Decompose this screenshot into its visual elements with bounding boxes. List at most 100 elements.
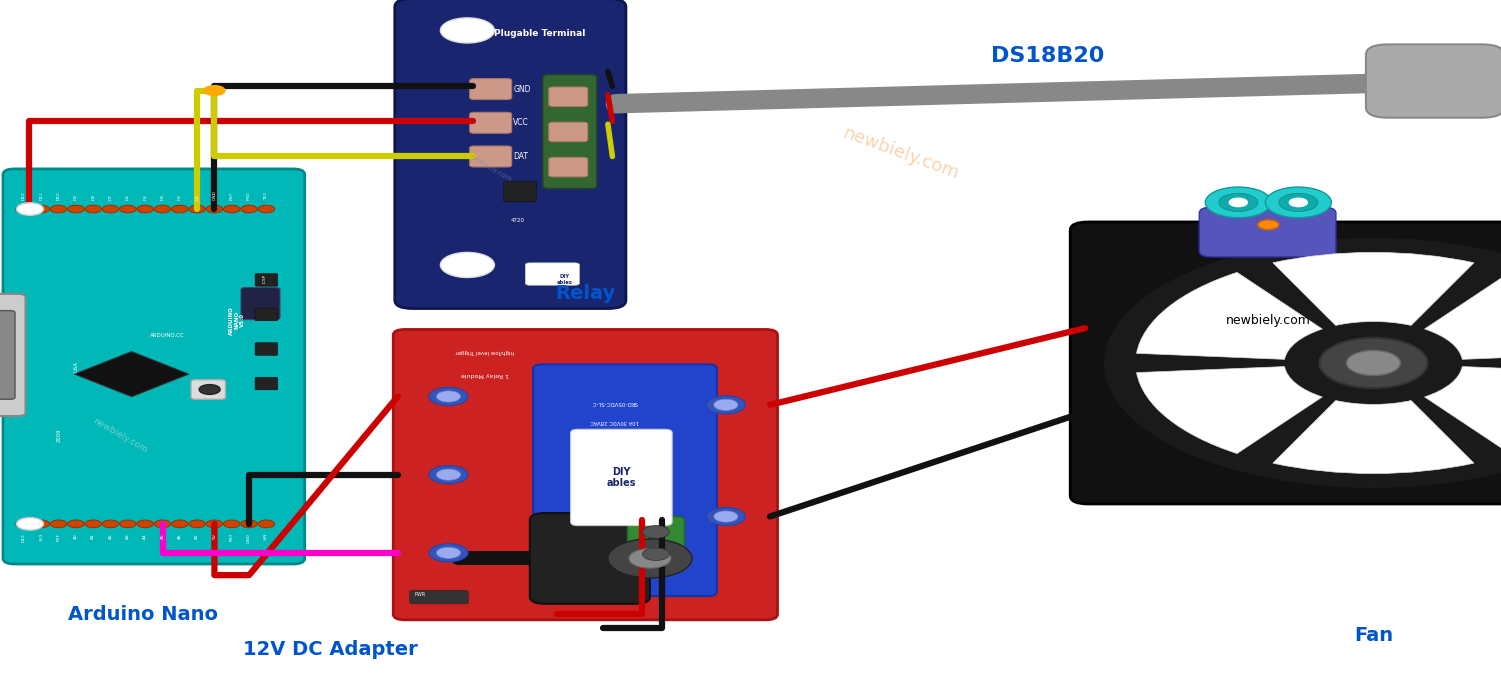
Circle shape: [437, 469, 461, 480]
FancyBboxPatch shape: [470, 146, 512, 167]
Circle shape: [137, 520, 153, 528]
FancyBboxPatch shape: [570, 429, 672, 526]
Circle shape: [33, 205, 50, 213]
Text: VIN: VIN: [264, 533, 269, 540]
Text: newbiely.com: newbiely.com: [468, 154, 513, 183]
Circle shape: [240, 520, 257, 528]
Circle shape: [68, 520, 84, 528]
Text: 1 Relay Module: 1 Relay Module: [461, 371, 509, 377]
Text: newbiely.com: newbiely.com: [1226, 314, 1310, 327]
Circle shape: [17, 202, 44, 216]
Circle shape: [224, 205, 240, 213]
Text: D9: D9: [74, 194, 78, 200]
Text: Fan: Fan: [1354, 625, 1393, 645]
Text: newbiely.com: newbiely.com: [841, 124, 961, 183]
Circle shape: [437, 547, 461, 558]
Circle shape: [707, 507, 746, 526]
Circle shape: [120, 205, 137, 213]
Text: A3: A3: [126, 533, 131, 539]
Text: RX0: RX0: [248, 191, 251, 200]
Text: D11: D11: [39, 191, 44, 200]
Text: USA: USA: [74, 361, 78, 372]
FancyBboxPatch shape: [0, 294, 26, 416]
Text: 12V DC Adapter: 12V DC Adapter: [243, 639, 417, 659]
Circle shape: [137, 205, 153, 213]
Circle shape: [707, 396, 746, 414]
Text: 4720: 4720: [512, 218, 525, 223]
Circle shape: [440, 253, 494, 278]
Text: Plugable Terminal: Plugable Terminal: [494, 29, 585, 38]
Text: PWR: PWR: [414, 592, 425, 597]
Circle shape: [17, 205, 33, 213]
Text: D3: D3: [177, 194, 182, 200]
Text: D12: D12: [23, 191, 26, 200]
Text: D10: D10: [57, 191, 60, 200]
FancyBboxPatch shape: [470, 79, 512, 100]
Text: Arduino Nano: Arduino Nano: [68, 604, 218, 624]
FancyBboxPatch shape: [1366, 45, 1501, 118]
Circle shape: [17, 518, 44, 530]
Text: A6: A6: [177, 533, 182, 539]
FancyBboxPatch shape: [0, 311, 15, 399]
Circle shape: [206, 205, 222, 213]
Circle shape: [171, 205, 188, 213]
Circle shape: [51, 520, 68, 528]
Text: 5V: 5V: [213, 533, 216, 539]
FancyBboxPatch shape: [525, 263, 579, 285]
Wedge shape: [1424, 366, 1501, 454]
FancyBboxPatch shape: [255, 343, 278, 355]
Circle shape: [1319, 338, 1427, 388]
Circle shape: [1289, 198, 1307, 207]
Circle shape: [224, 520, 240, 528]
Text: A5: A5: [161, 533, 165, 539]
Circle shape: [437, 391, 461, 402]
Text: 2009: 2009: [57, 429, 62, 443]
Text: D13: D13: [23, 533, 26, 542]
Text: A2: A2: [108, 533, 113, 539]
Circle shape: [258, 520, 275, 528]
FancyBboxPatch shape: [503, 181, 536, 202]
Text: newbiely.com: newbiely.com: [92, 416, 150, 455]
Text: D5: D5: [143, 194, 147, 200]
Text: Relay: Relay: [555, 283, 615, 303]
Wedge shape: [1136, 366, 1322, 454]
Text: VCC: VCC: [513, 118, 528, 127]
Circle shape: [189, 205, 206, 213]
Circle shape: [102, 205, 119, 213]
FancyBboxPatch shape: [549, 122, 588, 142]
Circle shape: [200, 385, 221, 394]
FancyBboxPatch shape: [395, 0, 626, 309]
Circle shape: [1346, 350, 1400, 376]
FancyBboxPatch shape: [3, 169, 305, 564]
Text: DIY
ables: DIY ables: [606, 467, 636, 488]
Text: RST: RST: [230, 533, 234, 541]
Circle shape: [206, 520, 222, 528]
Circle shape: [429, 387, 468, 406]
Circle shape: [1205, 187, 1271, 218]
Wedge shape: [1273, 253, 1474, 325]
FancyBboxPatch shape: [533, 364, 717, 596]
Text: D4: D4: [161, 194, 165, 200]
Text: D2: D2: [195, 194, 200, 200]
Circle shape: [155, 520, 171, 528]
Circle shape: [51, 205, 68, 213]
Text: D8: D8: [92, 194, 95, 200]
Circle shape: [102, 520, 119, 528]
Text: 3V3: 3V3: [39, 533, 44, 542]
Circle shape: [120, 520, 137, 528]
Text: 10A 30VDC 28VAC: 10A 30VDC 28VAC: [590, 419, 638, 424]
FancyBboxPatch shape: [1199, 207, 1336, 257]
Circle shape: [240, 205, 257, 213]
Circle shape: [86, 205, 102, 213]
Circle shape: [1103, 237, 1501, 489]
FancyBboxPatch shape: [410, 591, 468, 604]
FancyBboxPatch shape: [543, 75, 597, 188]
Wedge shape: [1273, 401, 1474, 473]
FancyBboxPatch shape: [255, 378, 278, 390]
FancyBboxPatch shape: [393, 329, 778, 620]
Text: ARDUINO.CC: ARDUINO.CC: [150, 333, 185, 339]
Circle shape: [1279, 193, 1318, 211]
Polygon shape: [75, 352, 189, 396]
Text: GND: GND: [513, 84, 531, 94]
Text: RST: RST: [230, 192, 234, 200]
